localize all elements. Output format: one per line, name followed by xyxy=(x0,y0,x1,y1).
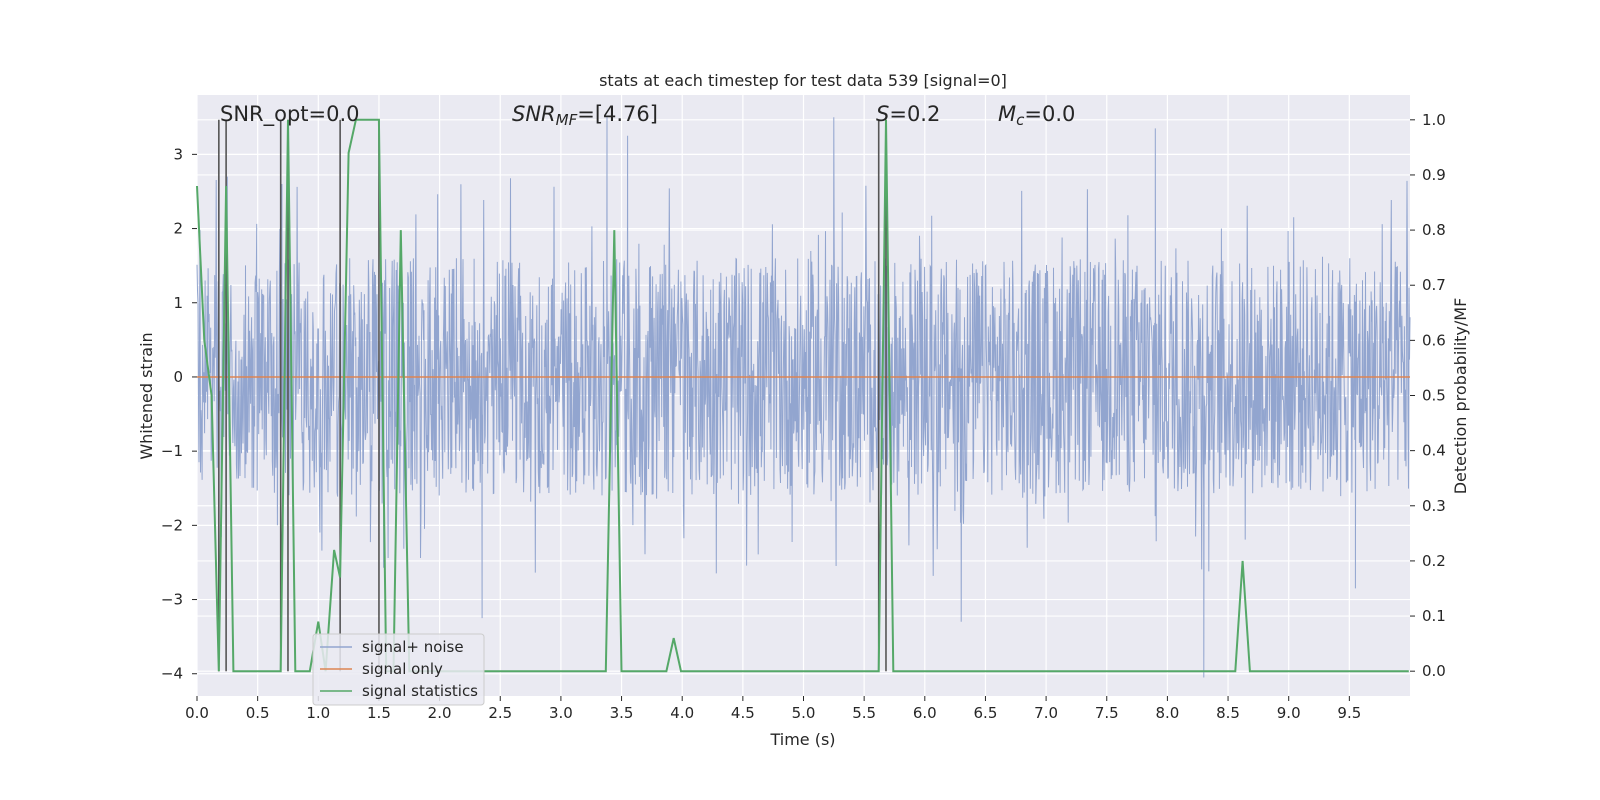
legend-label-signal: signal only xyxy=(362,660,443,678)
x-tick-label: 1.0 xyxy=(306,704,330,722)
right-y-ticks: 1.0 0.9 0.8 0.7 0.6 0.5 0.4 0.3 0.2 0.1 0.0 xyxy=(1410,111,1446,680)
left-y-tick-label: −1 xyxy=(161,442,183,460)
x-tick-label: 0.0 xyxy=(185,704,209,722)
legend-label-noise: signal+ noise xyxy=(362,638,464,656)
snr-mf-annotation: SNRMF=[4.76] xyxy=(512,102,658,129)
x-axis-label: Time (s) xyxy=(769,730,835,749)
s-annotation: S=0.2 xyxy=(876,102,940,126)
left-y-tick-label: 1 xyxy=(173,294,183,312)
right-y-tick-label: 0.1 xyxy=(1422,607,1446,625)
s-base: S xyxy=(876,102,889,126)
x-tick-label: 1.5 xyxy=(367,704,391,722)
left-y-tick-label: 0 xyxy=(173,368,183,386)
snr-opt-annotation: SNR_opt=0.0 xyxy=(220,102,360,127)
right-y-tick-label: 0.0 xyxy=(1422,662,1446,680)
right-y-tick-label: 0.6 xyxy=(1422,331,1446,349)
x-tick-label: 3.5 xyxy=(610,704,634,722)
snr-mf-value: =[4.76] xyxy=(577,102,658,126)
mc-annotation: Mc=0.0 xyxy=(998,102,1075,129)
x-tick-label: 6.0 xyxy=(913,704,937,722)
legend: signal+ noise signal only signal statist… xyxy=(312,633,485,706)
right-y-tick-label: 0.4 xyxy=(1422,442,1446,460)
right-y-axis-label: Detection probability/MF xyxy=(1451,298,1470,495)
left-y-tick-label: 3 xyxy=(173,145,183,163)
right-y-tick-label: 0.2 xyxy=(1422,552,1446,570)
x-tick-label: 9.0 xyxy=(1277,704,1301,722)
mc-value: =0.0 xyxy=(1024,102,1075,126)
left-y-tick-label: −4 xyxy=(161,665,183,683)
x-tick-label: 5.0 xyxy=(792,704,816,722)
statistics-series xyxy=(196,118,1409,673)
left-y-tick-label: −3 xyxy=(161,591,183,609)
right-y-tick-label: 0.7 xyxy=(1422,276,1446,294)
x-tick-label: 2.0 xyxy=(428,704,452,722)
legend-label-stats: signal statistics xyxy=(362,682,478,700)
mc-sub: c xyxy=(1016,111,1025,129)
x-tick-label: 8.5 xyxy=(1216,704,1240,722)
x-tick-label: 0.5 xyxy=(246,704,270,722)
left-y-axis-label: Whitened strain xyxy=(137,332,156,459)
x-tick-label: 5.5 xyxy=(852,704,876,722)
right-y-tick-label: 1.0 xyxy=(1422,111,1446,129)
x-tick-label: 4.0 xyxy=(670,704,694,722)
chart-title: stats at each timestep for test data 539… xyxy=(599,71,1007,90)
x-tick-label: 4.5 xyxy=(731,704,755,722)
statistics-line xyxy=(196,118,1409,673)
left-y-tick-label: 2 xyxy=(173,220,183,238)
snr-mf-base: SNR xyxy=(512,102,556,126)
legend-box xyxy=(312,633,485,706)
x-ticks: 0.0 0.5 1.0 1.5 2.0 2.5 3.0 3.5 4.0 4.5 5.0 5.5 6.0 6… xyxy=(185,696,1361,722)
left-y-ticks: 3 2 1 0 −1 −2 −3 −4 xyxy=(161,145,197,683)
right-y-tick-label: 0.3 xyxy=(1422,497,1446,515)
right-y-tick-label: 0.9 xyxy=(1422,166,1446,184)
x-tick-label: 7.0 xyxy=(1034,704,1058,722)
right-y-tick-label: 0.8 xyxy=(1422,221,1446,239)
x-tick-label: 9.5 xyxy=(1337,704,1361,722)
right-y-tick-label: 0.5 xyxy=(1422,387,1446,405)
x-tick-label: 2.5 xyxy=(488,704,512,722)
left-y-tick-label: −2 xyxy=(161,516,183,534)
s-value: =0.2 xyxy=(889,102,940,126)
x-tick-label: 3.0 xyxy=(549,704,573,722)
snr-mf-sub: MF xyxy=(556,111,578,129)
x-tick-label: 7.5 xyxy=(1095,704,1119,722)
x-tick-label: 8.0 xyxy=(1155,704,1179,722)
x-tick-label: 6.5 xyxy=(974,704,998,722)
mc-base: M xyxy=(998,102,1016,126)
